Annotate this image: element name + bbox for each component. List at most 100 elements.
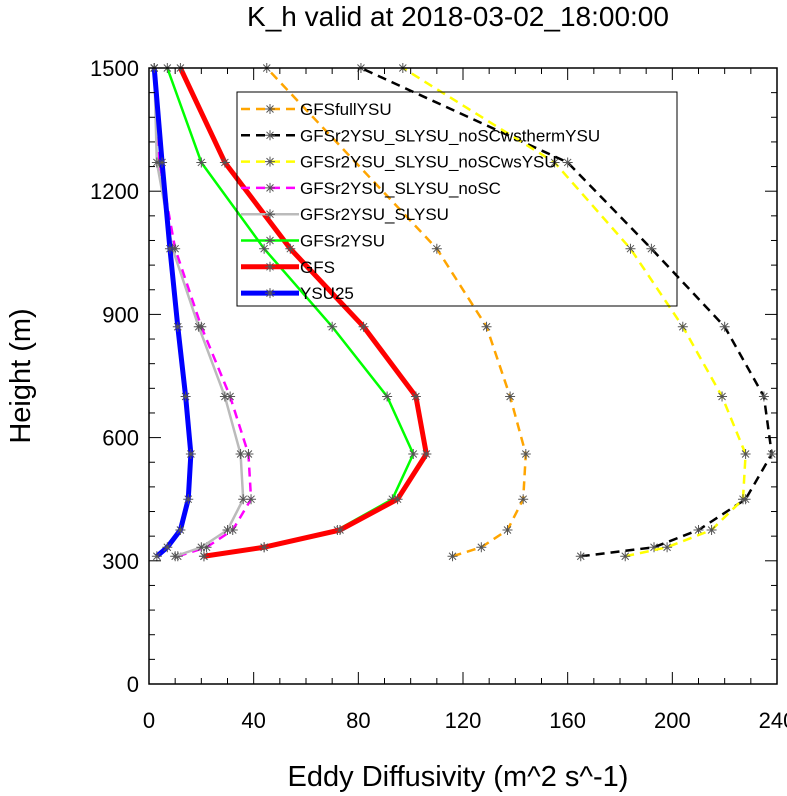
data-point-gfs — [285, 243, 296, 254]
data-point-gfsr2ysu-slysu-noscwsthermysu — [649, 542, 660, 553]
series-gfsr2ysu-slysu — [149, 63, 249, 562]
data-point-gfsr2ysu — [408, 449, 419, 460]
data-point-ysu25 — [175, 525, 186, 535]
legend-item-gfsr2ysu-slysu-noscwsysu: GFSr2YSU_SLYSU_noSCwsYSU — [241, 153, 557, 172]
data-point-ysu25 — [151, 551, 162, 562]
series-line-gfs — [178, 66, 429, 559]
data-point-gfsfullysu — [520, 449, 531, 460]
data-point-gfsr2ysu-slysu-noscwsysu — [549, 157, 560, 168]
data-point-gfs — [358, 321, 369, 332]
series-line-gfsr2ysu-slysu-noscwsthermysu — [360, 66, 774, 558]
x-tick-label: 240 — [759, 708, 787, 733]
series-gfs — [175, 63, 432, 562]
data-point-gfsr2ysu-slysu-noscwsthermysu — [766, 449, 777, 460]
y-axis-title: Height (m) — [5, 308, 37, 443]
data-point-gfsr2ysu-slysu-noscwsthermysu — [693, 525, 704, 535]
y-tick-label: 0 — [127, 672, 139, 697]
x-tick-label: 40 — [241, 708, 265, 733]
data-point-gfsfullysu — [447, 551, 458, 562]
data-point-gfsr2ysu — [382, 391, 393, 402]
data-point-gfsr2ysu-slysu-noscwsysu — [625, 243, 636, 254]
data-point-gfsr2ysu-slysu-nosc — [227, 525, 238, 535]
legend-marker-gfsfullysu — [265, 104, 275, 114]
legend-marker-gfsr2ysu — [265, 235, 275, 246]
data-point-ysu25 — [172, 321, 183, 332]
legend-marker-gfsr2ysu-slysu-noscwsysu — [265, 156, 275, 167]
legend-label-gfsfullysu: GFSfullYSU — [300, 100, 392, 119]
ticks-layer: 0 40 80 120 160 200 240 0 300 600 900 1200 1500 — [90, 56, 787, 733]
legend-label-gfsr2ysu-slysu-noscwsysu: GFSr2YSU_SLYSU_noSCwsYSU — [300, 153, 557, 172]
legend-item-gfsr2ysu-slysu-nosc: GFSr2YSU_SLYSU_noSC — [241, 179, 501, 198]
data-point-gfsr2ysu-slysu-noscwsthermysu — [562, 157, 573, 168]
legend-marker-gfsr2ysu-slysu-noscwsthermysu — [265, 130, 275, 141]
legend-label-gfsr2ysu-slysu-noscwsthermysu: GFSr2YSU_SLYSU_noSCwsthermYSU — [300, 126, 600, 145]
data-point-ysu25 — [164, 243, 175, 254]
data-point-gfsr2ysu-slysu-nosc — [246, 494, 257, 505]
y-tick-label: 300 — [102, 549, 139, 574]
data-point-gfs — [421, 449, 432, 460]
data-point-gfsfullysu — [502, 525, 513, 535]
data-point-gfs — [392, 494, 403, 505]
data-point-gfs — [410, 391, 421, 402]
legend-item-gfsfullysu: GFSfullYSU — [241, 100, 392, 119]
data-point-gfsr2ysu-slysu-noscwsysu — [677, 321, 688, 332]
data-point-gfsr2ysu-slysu-noscwsysu — [737, 494, 748, 505]
x-axis-title: Eddy Diffusivity (m^2 s^-1) — [288, 761, 629, 793]
legend-label-ysu25: YSU25 — [300, 284, 354, 303]
legend-item-ysu25: YSU25 — [241, 284, 354, 303]
legend-marker-gfs — [265, 261, 275, 272]
legend-label-gfsr2ysu-slysu: GFSr2YSU_SLYSU — [300, 205, 449, 224]
data-point-gfsr2ysu-slysu-nosc — [225, 391, 236, 402]
chart-title: K_h valid at 2018-03-02_18:00:00 — [247, 1, 669, 32]
data-point-gfsr2ysu-slysu — [238, 494, 249, 505]
data-point-gfsfullysu — [431, 243, 442, 254]
y-tick-label: 1200 — [90, 179, 139, 204]
legend-item-gfs: GFS — [241, 258, 335, 277]
data-point-gfs — [335, 525, 346, 535]
series-line-gfsr2ysu-slysu — [152, 67, 245, 558]
series-line-ysu25 — [151, 67, 194, 559]
data-point-gfsr2ysu-slysu-noscwsthermysu — [758, 391, 769, 402]
data-point-gfsfullysu — [518, 494, 529, 505]
legend-item-gfsr2ysu: GFSr2YSU — [241, 232, 385, 251]
data-point-gfs — [219, 157, 230, 168]
legend-label-gfsr2ysu: GFSr2YSU — [300, 232, 385, 251]
legend-box — [236, 91, 678, 307]
series-layer — [149, 63, 777, 562]
data-point-gfsfullysu — [481, 321, 492, 332]
legend-label-gfs: GFS — [300, 258, 335, 277]
data-point-gfsr2ysu-slysu — [151, 157, 162, 168]
series-gfsr2ysu-slysu-nosc — [149, 63, 257, 562]
y-tick-label: 600 — [102, 426, 139, 451]
data-point-gfs — [259, 542, 270, 553]
data-point-ysu25 — [157, 157, 168, 168]
series-line-gfsr2ysu-slysu-noscwsysu — [402, 66, 747, 558]
data-point-gfsr2ysu-slysu — [235, 449, 246, 460]
data-point-gfsr2ysu — [196, 157, 207, 168]
data-point-gfsr2ysu-slysu-noscwsysu — [706, 525, 717, 535]
data-point-gfsfullysu — [505, 391, 516, 402]
y-tick-label: 1500 — [90, 56, 139, 81]
data-point-gfsr2ysu-slysu — [222, 525, 233, 535]
legend: GFSfullYSU GFSr2YSU_SLYSU_noSCwsthermYSU G… — [236, 91, 678, 307]
legend-label-gfsr2ysu-slysu-nosc: GFSr2YSU_SLYSU_noSC — [300, 179, 501, 198]
x-tick-label: 120 — [445, 708, 482, 733]
data-point-gfsr2ysu-slysu-nosc — [201, 542, 212, 553]
data-point-gfsr2ysu-slysu — [196, 542, 207, 553]
x-tick-label: 0 — [143, 708, 155, 733]
data-point-gfsr2ysu-slysu-noscwsthermysu — [719, 321, 730, 332]
data-point-gfsr2ysu-slysu-noscwsthermysu — [646, 243, 657, 254]
data-point-gfs — [198, 551, 209, 562]
data-point-gfsr2ysu-slysu-noscwsthermysu — [575, 551, 586, 562]
legend-marker-gfsr2ysu-slysu — [265, 209, 275, 220]
legend-marker-gfsr2ysu-slysu-nosc — [265, 182, 275, 193]
data-point-gfsr2ysu-slysu — [219, 391, 230, 402]
data-point-ysu25 — [162, 542, 173, 553]
data-point-ysu25 — [180, 391, 191, 402]
x-tick-label: 160 — [549, 708, 586, 733]
x-tick-label: 80 — [346, 708, 370, 733]
data-point-gfsr2ysu-slysu-noscwsysu — [620, 551, 631, 562]
series-line-gfsr2ysu-slysu-nosc — [152, 67, 253, 558]
data-point-gfsr2ysu-slysu-nosc — [243, 449, 254, 460]
data-point-gfsr2ysu-slysu — [193, 321, 204, 332]
